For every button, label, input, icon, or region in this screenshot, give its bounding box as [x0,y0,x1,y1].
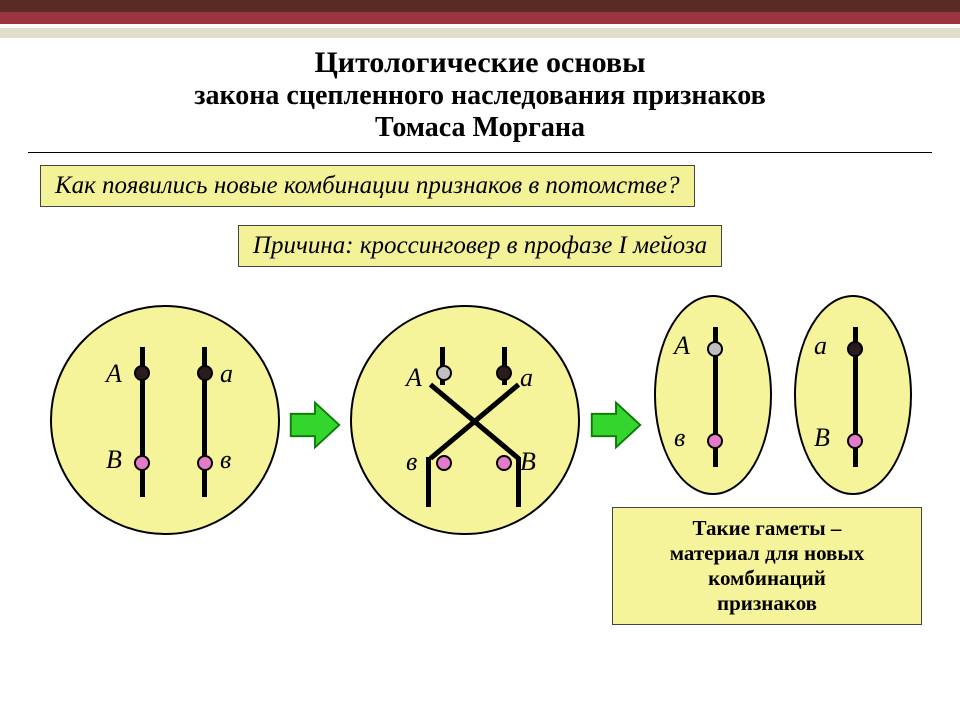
cell2: Aa в B [350,305,580,535]
question-row: Как появились новые комбинации признаков… [0,165,960,207]
allele-dot [707,341,723,357]
allele-label: A [106,359,122,389]
result-line: Такие гаметы – [625,516,909,541]
allele-dot [847,341,863,357]
allele-dot [134,365,150,381]
cell1: Aa Bв [50,305,280,535]
title-line-3: Томаса Моргана [0,112,960,144]
result-line: материал для новых [625,541,909,566]
reason-callout: Причина: кроссинговер в профазе I мейоза [238,225,722,267]
allele-label: в [220,445,231,475]
allele-dot [197,455,213,471]
band-3 [0,28,960,38]
allele-dot [134,455,150,471]
allele-label: A [674,331,690,361]
title-line-2: закона сцепленного наследования признако… [0,80,960,112]
allele-label: B [106,445,122,475]
allele-label: B [814,423,830,453]
chromosome [426,457,431,507]
allele-label: в [406,447,417,477]
allele-dot [436,365,452,381]
allele-label: a [814,331,827,361]
gamete2: aB [794,295,912,495]
allele-dot [847,433,863,449]
title-divider [28,152,932,153]
page-title: Цитологические основы закона сцепленного… [0,38,960,148]
arrow-right-icon [588,397,644,453]
gamete1: Aв [654,295,772,495]
result-line: признаков [625,591,909,616]
allele-label: a [520,363,533,393]
allele-label: B [520,447,536,477]
title-line-1: Цитологические основы [0,46,960,80]
top-bands [0,0,960,38]
allele-dot [496,365,512,381]
allele-dot [707,433,723,449]
reason-row: Причина: кроссинговер в профазе I мейоза [0,225,960,267]
result-line: комбинаций [625,566,909,591]
allele-label: в [674,423,685,453]
allele-dot [496,455,512,471]
allele-label: a [220,359,233,389]
allele-dot [436,455,452,471]
allele-dot [197,365,213,381]
crossing-over-diagram: AaBвAaвBAвaB Такие гаметы –материал для … [0,275,960,585]
arrow-right-icon [287,397,343,453]
band-2 [0,12,960,24]
question-callout: Как появились новые комбинации признаков… [40,165,695,207]
result-callout: Такие гаметы –материал для новыхкомбинац… [612,507,922,625]
allele-label: A [406,363,422,393]
band-1 [0,0,960,12]
